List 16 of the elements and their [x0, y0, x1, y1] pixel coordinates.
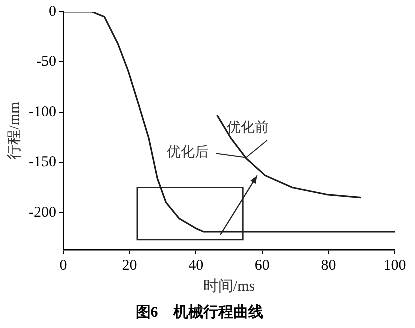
y-tick-label: -150: [28, 154, 56, 171]
y-tick-label: -100: [28, 104, 56, 120]
y-tick-label: 0: [48, 4, 56, 20]
text: 图6 机械行程曲线: [136, 304, 264, 321]
y-axis-title: 行程/mm: [6, 102, 23, 160]
x-tick-label: 0: [60, 258, 68, 274]
x-axis-title: 时间/ms: [203, 278, 256, 295]
annotation: 优化前: [227, 120, 270, 136]
y-tick-label: -50: [36, 54, 56, 70]
annotation: 优化后: [166, 144, 209, 160]
x-tick-label: 60: [254, 258, 270, 274]
x-tick-label: 20: [122, 258, 138, 274]
y-tick-label: -200: [28, 204, 56, 221]
x-tick-label: 100: [384, 258, 406, 274]
x-tick-label: 40: [188, 258, 204, 274]
x-tick-label: 80: [321, 258, 336, 274]
